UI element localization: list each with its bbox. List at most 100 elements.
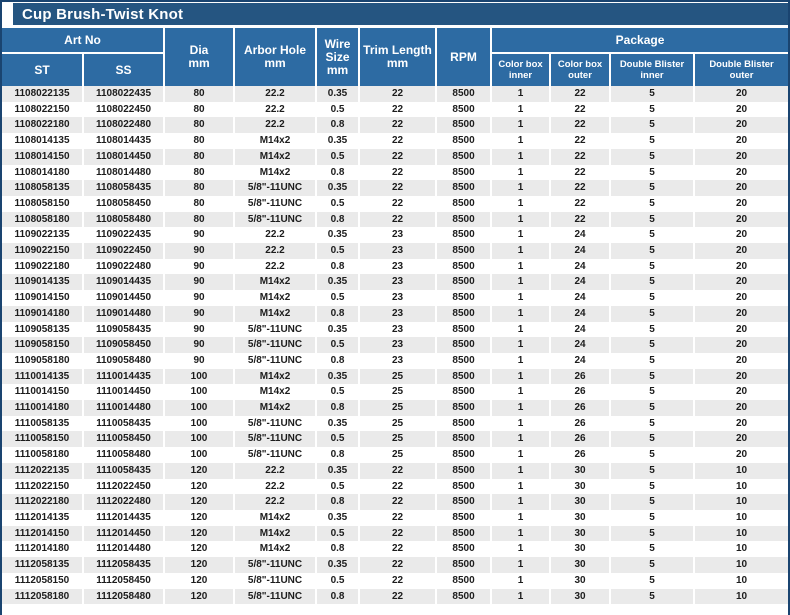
cell: 25 — [358, 447, 436, 463]
cell: 0.5 — [315, 195, 359, 212]
cell: 1112022450 — [82, 478, 164, 495]
cell: 1109014150 — [2, 290, 82, 306]
cell: 22 — [358, 117, 436, 134]
cell: 5 — [609, 321, 694, 338]
cell: 1108014480 — [82, 164, 164, 181]
cell: 30 — [549, 494, 610, 510]
cell: 100 — [163, 400, 234, 416]
cell: 8500 — [435, 541, 491, 558]
cell: 1110014150 — [2, 384, 82, 401]
cell: 5 — [609, 588, 694, 605]
col-header-color-box-outer: Color box outer — [549, 54, 610, 86]
cell: 24 — [549, 227, 610, 244]
cell: 8500 — [435, 211, 491, 228]
cell: 1 — [490, 415, 550, 432]
table-row: 1112058180 1112058480 120 5/8"-11UNC 0.8 22 85… — [2, 588, 789, 605]
cell: 0.8 — [315, 117, 359, 134]
table-row: 1108058150 1108058450 80 5/8"-11UNC 0.5 22 850… — [2, 195, 789, 212]
col-header-rpm: RPM — [435, 28, 491, 86]
cell: 22 — [358, 180, 436, 196]
cell: 1110058135 — [2, 415, 82, 432]
cell: 20 — [693, 243, 789, 259]
cell: 5 — [609, 415, 694, 432]
cell: 22 — [358, 572, 436, 589]
cell: 1110058435 — [82, 415, 164, 432]
table-row: 1108022135 1108022435 80 22.2 0.35 22 8500 1 22 5… — [2, 86, 789, 102]
cell: 25 — [358, 384, 436, 401]
cell: 24 — [549, 305, 610, 322]
cell: 10 — [693, 478, 789, 495]
cell: 5/8"-11UNC — [233, 321, 316, 338]
cell: 0.35 — [315, 274, 359, 291]
cell: 26 — [549, 400, 610, 416]
cell: M14x2 — [233, 148, 316, 165]
cell: 22.2 — [233, 101, 316, 118]
cell: 22 — [358, 462, 436, 479]
cell: 0.35 — [315, 180, 359, 196]
cell: 5/8"-11UNC — [233, 195, 316, 212]
table-row: 1110014135 1110014435 100 M14x2 0.35 25 8500 1 2… — [2, 368, 789, 385]
cell: 1112022150 — [2, 478, 82, 495]
cell: 1112058180 — [2, 588, 82, 605]
cell: 5 — [609, 180, 694, 196]
cell: 23 — [358, 227, 436, 244]
cell: 30 — [549, 509, 610, 526]
cell: 8500 — [435, 384, 491, 401]
cell: 22.2 — [233, 462, 316, 479]
cell: 80 — [163, 133, 234, 149]
cell: 8500 — [435, 164, 491, 181]
table-body: 1108022135 1108022435 80 22.2 0.35 22 8500 1 22 5… — [2, 86, 789, 605]
cell: 1 — [490, 447, 550, 463]
cell: 25 — [358, 368, 436, 385]
cell: 5/8"-11UNC — [233, 447, 316, 463]
cell: 80 — [163, 211, 234, 228]
cell: 100 — [163, 384, 234, 401]
cell: 20 — [693, 400, 789, 416]
cell: 5 — [609, 274, 694, 291]
table-row: 1110058135 1110058435 100 5/8"-11UNC 0.35 25 8… — [2, 415, 789, 432]
cell: 5 — [609, 541, 694, 558]
cell: 0.8 — [315, 494, 359, 510]
cell: 1 — [490, 384, 550, 401]
cell: 30 — [549, 462, 610, 479]
col-header-color-box-inner: Color box inner — [490, 54, 550, 86]
cell: 23 — [358, 274, 436, 291]
col-header-package: Package — [490, 28, 789, 54]
cell: M14x2 — [233, 274, 316, 291]
cell: 0.8 — [315, 352, 359, 369]
cell: 22 — [358, 101, 436, 118]
cell: 90 — [163, 352, 234, 369]
cell: 22.2 — [233, 227, 316, 244]
cell: 20 — [693, 195, 789, 212]
cell: 80 — [163, 117, 234, 134]
cell: M14x2 — [233, 509, 316, 526]
cell: 1108058180 — [2, 211, 82, 228]
cell: 1112058150 — [2, 572, 82, 589]
cell: 24 — [549, 274, 610, 291]
cell: 1112014135 — [2, 509, 82, 526]
cell: 0.5 — [315, 337, 359, 353]
cell: 5 — [609, 572, 694, 589]
cell: 1109014180 — [2, 305, 82, 322]
cell: 8500 — [435, 588, 491, 605]
cell: 5 — [609, 557, 694, 573]
cell: 20 — [693, 305, 789, 322]
cell: 1108022435 — [82, 86, 164, 102]
cell: 1110058435 — [82, 462, 164, 479]
cell: 20 — [693, 180, 789, 196]
cell: 1 — [490, 588, 550, 605]
cell: 30 — [549, 541, 610, 558]
cell: 24 — [549, 321, 610, 338]
cell: 1109014480 — [82, 305, 164, 322]
cell: 1112014480 — [82, 541, 164, 558]
cell: 20 — [693, 133, 789, 149]
cell: 5 — [609, 400, 694, 416]
cell: 8500 — [435, 258, 491, 275]
cell: 22.2 — [233, 243, 316, 259]
cell: 100 — [163, 415, 234, 432]
cell: 1110014480 — [82, 400, 164, 416]
table-row: 1109058180 1109058480 90 5/8"-11UNC 0.8 23 850… — [2, 352, 789, 369]
cell: 5 — [609, 337, 694, 353]
cell: 1112058435 — [82, 557, 164, 573]
